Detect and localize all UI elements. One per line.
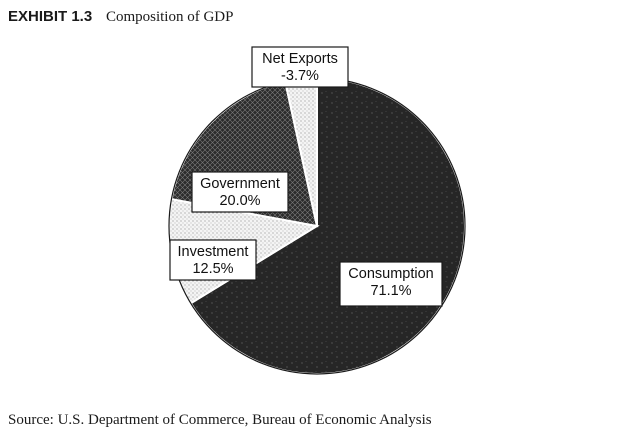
slice-label-net-exports: Net Exports-3.7%: [251, 46, 349, 88]
slice-label-box: [169, 239, 257, 281]
source-note: Source: U.S. Department of Commerce, Bur…: [8, 412, 432, 428]
slice-label-box: [191, 171, 289, 213]
slice-label-box: [251, 46, 349, 88]
slice-name: Net Exports: [262, 51, 338, 67]
slice-name: Consumption: [348, 266, 433, 282]
slice-value: 71.1%: [370, 283, 411, 299]
slice-value: 12.5%: [192, 261, 233, 277]
slice-name: Government: [200, 176, 280, 192]
slice-value: -3.7%: [281, 68, 319, 84]
slice-label-box: [339, 261, 443, 307]
slice-name: Investment: [178, 244, 249, 260]
chart-title: Composition of GDP: [105, 9, 234, 25]
exhibit-header: EXHIBIT 1.3 Composition of GDP: [8, 8, 233, 26]
exhibit-label: EXHIBIT 1.3: [8, 8, 93, 25]
slice-value: 20.0%: [219, 193, 260, 209]
